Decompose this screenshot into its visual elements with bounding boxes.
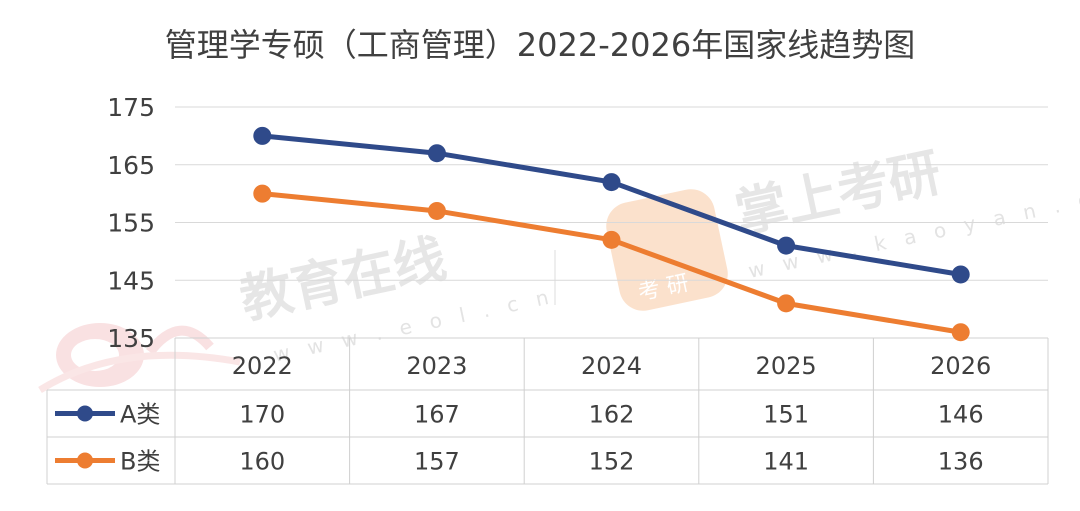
x-category-label: 2022 [232,352,293,380]
legend-label: A类 [120,401,160,429]
legend-marker [77,452,93,469]
data-point [777,294,796,313]
y-tick-label: 175 [107,93,155,122]
y-tick-label: 145 [107,266,155,295]
table-cell-value: 162 [589,401,635,429]
chart-title: 管理学专硕（工商管理）2022-2026年国家线趋势图 [165,26,915,64]
table-cell-value: 141 [763,448,809,476]
table-cell-value: 146 [938,401,984,429]
legend-label: B类 [120,448,160,476]
data-point [602,173,621,192]
series-group [253,184,970,342]
table-cell-value: 152 [589,448,635,476]
x-category-label: 2024 [581,352,642,380]
data-point [951,323,970,342]
data-point [951,265,970,284]
table-cell-value: 151 [763,401,809,429]
series-group [253,126,970,284]
table-cell-value: 136 [938,448,984,476]
x-category-label: 2025 [756,352,817,380]
legend-marker [77,405,93,422]
data-point [602,230,621,249]
table-cell-value: 157 [414,448,460,476]
table-cell-value: 170 [239,401,285,429]
y-tick-label: 165 [107,151,155,180]
x-category-label: 2026 [930,352,991,380]
data-point [253,126,272,145]
data-table: 2022 2023 2024 2025 2026 A类 170 167 162 151 146 B类 1… [46,337,1049,485]
y-axis-ticks: 175 165 155 145 135 [107,93,155,353]
data-point [777,236,796,255]
y-tick-label: 135 [107,324,155,353]
data-point [253,184,272,203]
x-category-label: 2023 [406,352,467,380]
series-layer [253,126,970,342]
data-point [427,144,446,163]
eol-logo-watermark [38,323,241,393]
data-point [427,201,446,220]
table-cell-value: 167 [414,401,460,429]
y-tick-label: 155 [107,209,155,238]
table-cell-value: 160 [239,448,285,476]
